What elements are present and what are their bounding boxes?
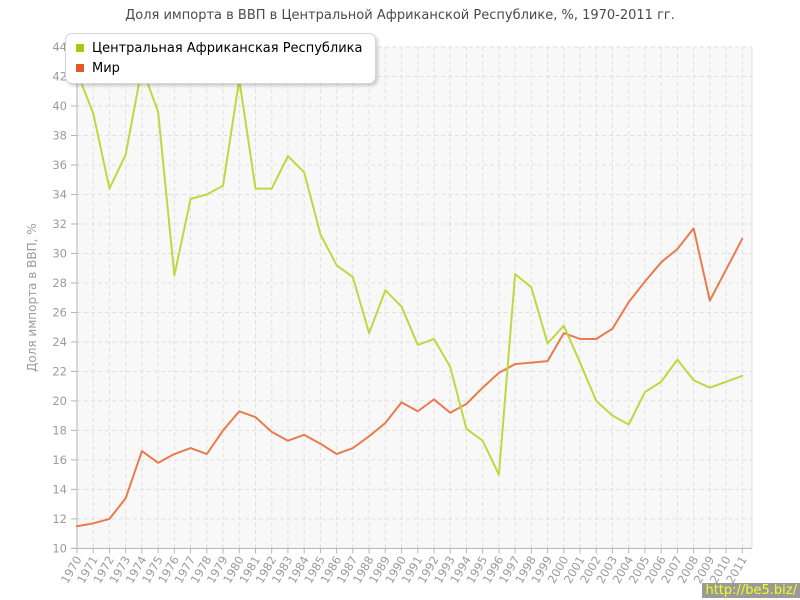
svg-text:34: 34 (52, 187, 67, 201)
legend-swatch-world (76, 64, 84, 72)
legend-item-world[interactable]: Мир (76, 58, 363, 78)
y-tick-labels: 10 12 14 16 18 20 22 24 26 28 30 32 34 36 38 40 42 44 (52, 40, 67, 555)
svg-text:12: 12 (52, 512, 67, 526)
svg-text:22: 22 (52, 364, 67, 378)
svg-text:26: 26 (52, 305, 67, 319)
legend-label-car: Центральная Африканская Республика (92, 40, 363, 56)
svg-text:14: 14 (52, 482, 67, 496)
svg-text:16: 16 (52, 453, 67, 467)
svg-text:44: 44 (52, 40, 67, 54)
y-axis-title: Доля импорта в ВВП, % (25, 223, 39, 372)
chart-title: Доля импорта в ВВП в Центральной Африкан… (125, 8, 675, 23)
svg-text:42: 42 (52, 69, 67, 83)
legend: Центральная Африканская Республика Мир (65, 33, 376, 84)
x-tick-labels: 1970197119721973197419751976197719781979… (58, 554, 750, 586)
svg-text:40: 40 (52, 99, 67, 113)
svg-text:36: 36 (52, 158, 67, 172)
svg-text:38: 38 (52, 128, 67, 142)
legend-swatch-car (76, 44, 84, 52)
svg-text:18: 18 (52, 423, 67, 437)
svg-text:24: 24 (52, 335, 67, 349)
series-line-world (76, 227, 744, 528)
grid-lines (76, 46, 752, 549)
legend-item-car[interactable]: Центральная Африканская Республика (76, 38, 363, 58)
svg-text:28: 28 (52, 276, 67, 290)
watermark-link[interactable]: http://be5.biz/ (702, 583, 800, 598)
legend-label-world: Мир (92, 60, 120, 76)
svg-text:20: 20 (52, 394, 67, 408)
series-line-car (76, 66, 744, 476)
svg-text:32: 32 (52, 217, 67, 231)
svg-text:10: 10 (52, 541, 67, 555)
svg-text:30: 30 (52, 246, 67, 260)
plot-area (77, 47, 752, 549)
